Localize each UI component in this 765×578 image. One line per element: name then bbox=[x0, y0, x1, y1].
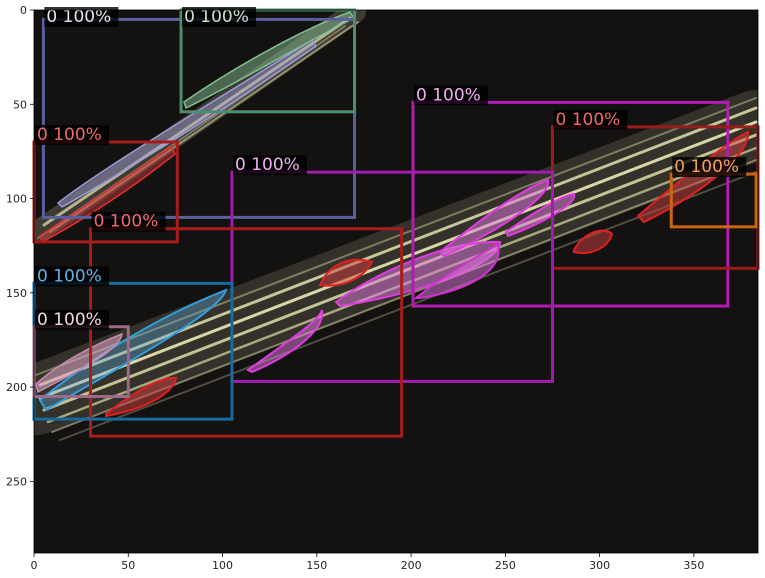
detection-label-bg bbox=[35, 266, 109, 287]
detection-boxes: 0 100% 0 100% 0 100% 0 100% 0 100% 0 100% 0 10… bbox=[32, 7, 760, 438]
x-tick-label: 150 bbox=[306, 559, 327, 572]
mask-purple-upper bbox=[56, 38, 318, 208]
detection-label: 0 100% bbox=[37, 266, 102, 286]
detection-label-bg bbox=[35, 124, 109, 145]
detection: 0 100% bbox=[669, 157, 758, 229]
detection: 0 100% bbox=[230, 155, 554, 383]
x-tick-label: 300 bbox=[589, 559, 610, 572]
y-tick-label: 50 bbox=[13, 98, 27, 111]
detection-label: 0 100% bbox=[235, 155, 300, 175]
detection-label-bg bbox=[44, 7, 119, 27]
detection-label: 0 100% bbox=[94, 212, 159, 232]
detection-label: 0 100% bbox=[416, 85, 481, 105]
detection-box bbox=[89, 227, 404, 438]
mask-magenta-small bbox=[504, 192, 576, 238]
detection-label: 0 100% bbox=[37, 310, 102, 330]
detection: 0 100% bbox=[89, 211, 404, 438]
x-tick-label: 200 bbox=[401, 559, 422, 572]
y-axis: 0 50 100 150 200 250 bbox=[6, 4, 34, 488]
detection-label-bg bbox=[672, 157, 747, 178]
detection-label-bg bbox=[232, 155, 307, 176]
detection: 0 100% bbox=[32, 309, 130, 399]
image-frame bbox=[33, 9, 759, 554]
microscopy-image bbox=[34, 10, 758, 553]
segmentation-masks bbox=[35, 11, 750, 418]
x-tick-label: 100 bbox=[212, 559, 233, 572]
x-tick-label: 0 bbox=[31, 559, 38, 572]
mask-pink-lower bbox=[35, 332, 123, 394]
mask-red-lower-left bbox=[105, 376, 178, 418]
y-tick-label: 150 bbox=[6, 287, 27, 300]
y-tick-label: 250 bbox=[6, 475, 27, 488]
x-tick-label: 250 bbox=[495, 559, 516, 572]
mask-red-right bbox=[573, 229, 614, 254]
y-tick-label: 0 bbox=[20, 4, 27, 17]
detection-box bbox=[411, 100, 730, 308]
detection-label-bg bbox=[35, 309, 109, 330]
y-tick-label: 200 bbox=[6, 381, 27, 394]
detection-label: 0 100% bbox=[184, 7, 249, 27]
detection: 0 100% bbox=[32, 266, 234, 421]
detection-label-bg bbox=[91, 211, 166, 232]
detection-label: 0 100% bbox=[674, 157, 739, 177]
x-tick-label: 50 bbox=[121, 559, 135, 572]
mask-magenta-center bbox=[246, 309, 324, 374]
detection-box bbox=[230, 170, 554, 383]
detection-label-bg bbox=[182, 7, 257, 27]
detection-label: 0 100% bbox=[555, 110, 620, 130]
y-tick-label: 100 bbox=[6, 193, 27, 206]
fiber-bundle-lower bbox=[34, 90, 758, 441]
detection-label-bg bbox=[413, 85, 488, 106]
detection-label-bg bbox=[553, 109, 628, 130]
x-axis: 0 50 100 150 200 250 300 350 bbox=[31, 553, 704, 572]
x-tick-label: 350 bbox=[683, 559, 704, 572]
mask-magenta-top bbox=[438, 178, 550, 258]
detection: 0 100% bbox=[411, 85, 730, 308]
mask-red-center bbox=[318, 258, 374, 287]
detection-label: 0 100% bbox=[37, 125, 102, 145]
detection-label: 0 100% bbox=[46, 7, 111, 27]
mask-magenta-right bbox=[413, 242, 500, 299]
